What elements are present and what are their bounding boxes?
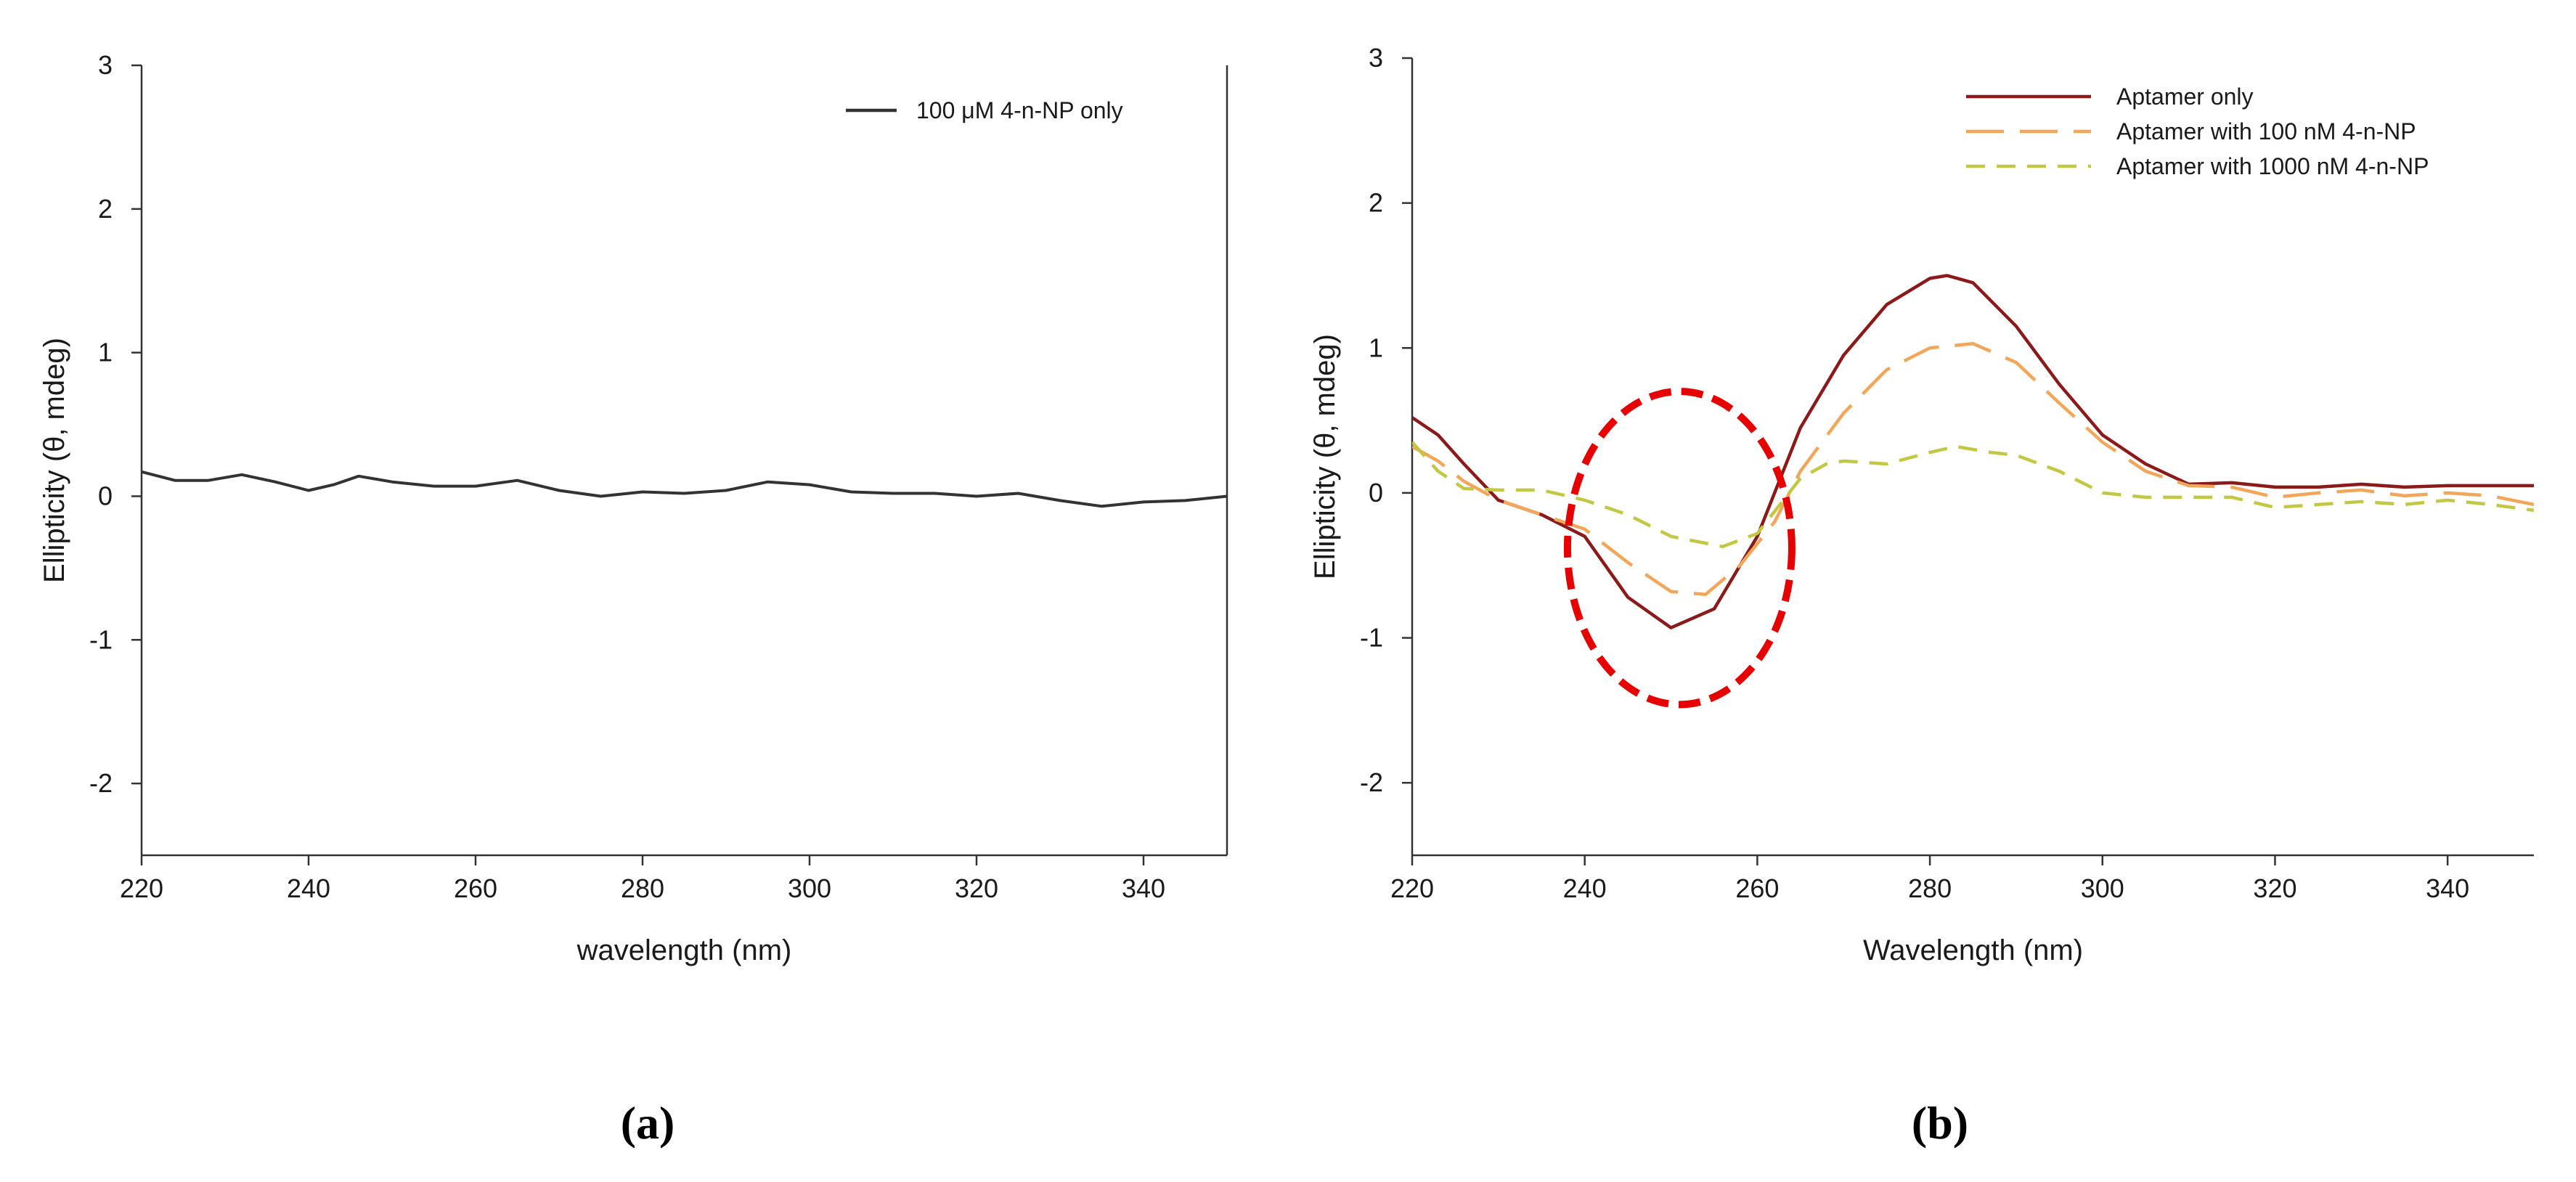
series-line-3 (1412, 441, 2534, 549)
x-tick-label: 320 (955, 873, 998, 903)
legend-label-1: 100 μM 4-n-NP only (916, 97, 1123, 123)
x-tick-label: 300 (788, 873, 831, 903)
x-tick-label: 280 (1908, 873, 1952, 903)
y-tick-label: -2 (89, 768, 113, 798)
y-tick-label: -2 (1360, 767, 1383, 797)
panel-label: (b) (1912, 1097, 1968, 1149)
series-line-1 (142, 470, 1227, 508)
x-tick-label: 340 (1122, 873, 1165, 903)
y-tick-label: 0 (1369, 478, 1383, 508)
x-tick-label: 260 (454, 873, 497, 903)
legend-label-2: Aptamer with 100 nM 4-n-NP (2116, 118, 2416, 144)
x-axis-label: wavelength (nm) (576, 934, 792, 966)
y-axis-label: Ellipticity (θ, mdeg) (1309, 334, 1341, 579)
x-tick-label: 220 (1390, 873, 1434, 903)
x-axis-label: Wavelength (nm) (1863, 934, 2083, 966)
y-tick-label: 3 (1369, 43, 1383, 73)
y-tick-label: 3 (98, 50, 113, 80)
y-tick-label: 0 (98, 481, 113, 510)
legend-label-1: Aptamer only (2116, 83, 2254, 110)
x-tick-label: 340 (2426, 873, 2469, 903)
panel-b: -2 -1 0 1 2 3 220 240 260 280 300 320 340 Wavelength … (1309, 43, 2534, 1149)
y-tick-label: 1 (1369, 333, 1383, 362)
series-line-2 (1412, 342, 2534, 596)
series-line-1 (1412, 274, 2534, 629)
y-tick-label: -1 (1360, 623, 1383, 653)
panel-a: -2 -1 0 1 2 3 220 240 260 280 300 320 340 wavelength … (38, 50, 1228, 1149)
y-axis-label: Ellipticity (θ, mdeg) (38, 338, 70, 583)
x-tick-label: 260 (1735, 873, 1779, 903)
x-tick-label: 220 (120, 873, 163, 903)
panel-label: (a) (621, 1097, 675, 1149)
y-tick-label: 1 (98, 338, 113, 367)
x-tick-label: 320 (2253, 873, 2296, 903)
highlight-ellipse (1563, 388, 1796, 709)
y-tick-label: 2 (1369, 188, 1383, 218)
legend-label-3: Aptamer with 1000 nM 4-n-NP (2116, 153, 2429, 179)
x-tick-label: 300 (2081, 873, 2124, 903)
y-tick-label: 2 (98, 194, 113, 224)
y-tick-label: -1 (89, 624, 113, 654)
x-tick-label: 280 (621, 873, 664, 903)
x-tick-label: 240 (1563, 873, 1607, 903)
x-tick-label: 240 (287, 873, 330, 903)
